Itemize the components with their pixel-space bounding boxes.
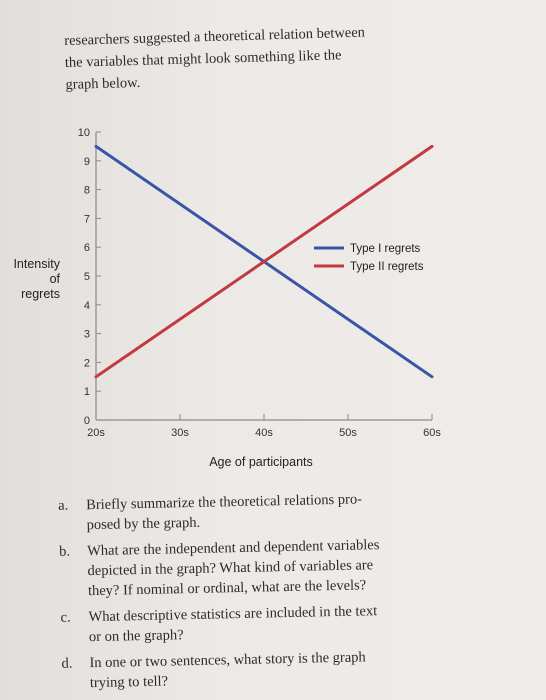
- chart-svg: 0 1 2 3 4 5 6 7 8 9 10 20s 30s 40s 50s 60s Age of partic…: [13, 127, 441, 469]
- y-tick-label: 6: [84, 242, 90, 254]
- y-tick-label: 5: [84, 271, 90, 283]
- x-tick-label: 50s: [339, 427, 357, 439]
- x-tick-label: 30s: [171, 427, 189, 439]
- y-axis-label-line: of: [50, 272, 61, 286]
- y-axis-label-line: Intensity: [13, 257, 60, 271]
- legend-label: Type II regrets: [350, 261, 424, 273]
- question-item: d. In one or two sentences, what story i…: [51, 645, 472, 694]
- intro-paragraph: researchers suggested a theoretical rela…: [64, 18, 486, 96]
- question-label: b.: [59, 543, 71, 560]
- y-tick-label: 3: [84, 329, 90, 341]
- x-tick-label: 40s: [255, 427, 273, 439]
- y-tick-label: 9: [84, 156, 90, 168]
- question-item: a. Briefly summarize the theoretical rel…: [48, 487, 469, 536]
- question-item: b. What are the independent and dependen…: [49, 533, 470, 602]
- x-tick-label: 20s: [87, 427, 105, 439]
- question-item: c. What descriptive statistics are inclu…: [50, 599, 471, 648]
- question-label: c.: [60, 609, 71, 626]
- y-tick-label: 0: [84, 415, 90, 427]
- x-axis-label: Age of participants: [209, 455, 313, 469]
- question-label: a.: [58, 497, 69, 514]
- question-list: a. Briefly summarize the theoretical rel…: [48, 487, 472, 700]
- series-line: [94, 144, 434, 379]
- line-chart: 0 1 2 3 4 5 6 7 8 9 10 20s 30s 40s 50s 60s Age of partic…: [0, 120, 546, 480]
- y-tick-label: 10: [78, 127, 90, 139]
- question-label: d.: [61, 655, 73, 672]
- x-tick-label: 60s: [423, 427, 441, 439]
- y-tick-label: 1: [84, 386, 90, 398]
- y-tick-label: 8: [84, 185, 90, 197]
- y-tick-label: 7: [84, 213, 90, 225]
- y-tick-label: 4: [84, 300, 90, 312]
- y-axis-label-line: regrets: [21, 287, 60, 301]
- y-tick-label: 2: [84, 357, 90, 369]
- legend-label: Type I regrets: [350, 243, 421, 255]
